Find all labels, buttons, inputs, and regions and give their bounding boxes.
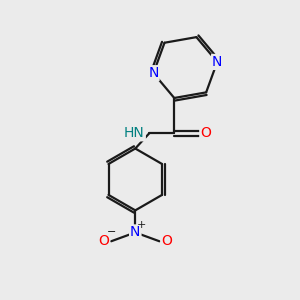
Text: O: O	[200, 126, 211, 140]
Text: N: N	[148, 66, 159, 80]
Text: O: O	[161, 234, 172, 248]
Text: N: N	[130, 225, 140, 239]
Text: HN: HN	[124, 126, 145, 140]
Text: N: N	[212, 55, 222, 69]
Text: +: +	[137, 220, 146, 230]
Text: O: O	[98, 234, 109, 248]
Text: −: −	[107, 227, 117, 237]
